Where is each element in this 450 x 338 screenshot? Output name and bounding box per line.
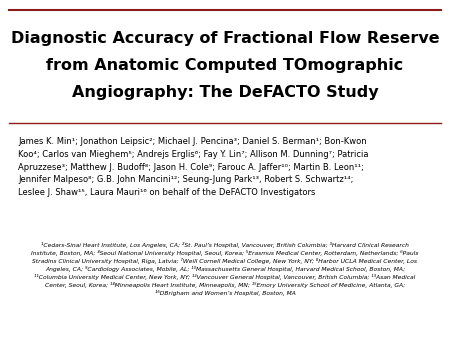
Text: Diagnostic Accuracy of Fractional Flow Reserve: Diagnostic Accuracy of Fractional Flow R… <box>11 31 439 46</box>
Text: James K. Min¹; Jonathon Leipsic²; Michael J. Pencina³; Daniel S. Berman¹; Bon-Kw: James K. Min¹; Jonathon Leipsic²; Michae… <box>18 137 369 197</box>
Text: Angiography: The DeFACTO Study: Angiography: The DeFACTO Study <box>72 86 378 100</box>
Text: from Anatomic Computed TOmographic: from Anatomic Computed TOmographic <box>46 58 404 73</box>
Text: ¹Cedars-Sinai Heart Institute, Los Angeles, CA; ²St. Paul’s Hospital, Vancouver,: ¹Cedars-Sinai Heart Institute, Los Angel… <box>32 242 419 296</box>
